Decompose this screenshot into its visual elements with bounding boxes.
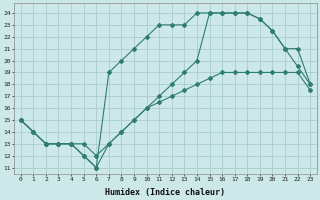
X-axis label: Humidex (Indice chaleur): Humidex (Indice chaleur) xyxy=(106,188,226,197)
